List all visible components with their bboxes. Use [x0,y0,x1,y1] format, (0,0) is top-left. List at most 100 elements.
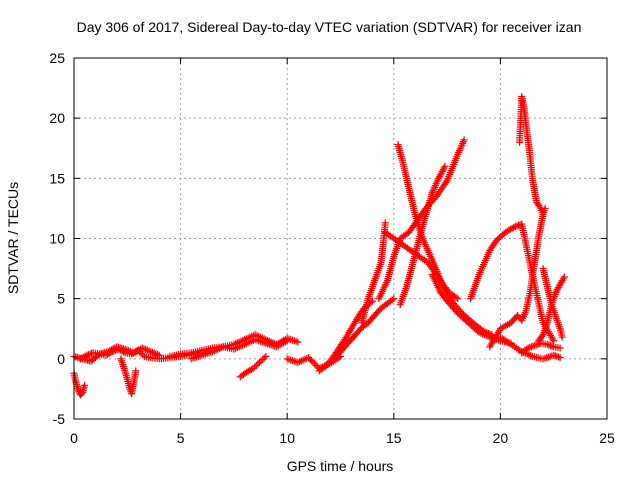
data-point [556,344,564,352]
data-point [440,164,448,172]
data-point [249,364,257,372]
y-tick-label: 10 [49,231,65,247]
data-point [532,341,540,349]
series-track-20 [516,93,549,218]
data-point [86,350,94,358]
data-point [123,346,131,354]
y-axis-label: SDTVAR / TECUs [5,182,21,294]
data-point [309,358,317,366]
data-point [150,349,158,357]
data-point [308,357,316,365]
data-point [553,352,561,360]
series-track-19 [496,333,564,363]
y-tick-label: 0 [57,351,65,367]
data-point [83,351,91,359]
data-point [154,351,162,359]
data-point [558,333,566,341]
data-point [495,234,503,242]
data-point [84,351,92,359]
data-point [492,237,500,245]
data-point [252,361,260,369]
data-point [529,342,537,350]
data-point [381,219,389,227]
data-point [554,353,562,361]
data-point [531,342,539,350]
data-point [534,340,542,348]
data-point [441,162,449,170]
data-point [524,344,532,352]
series-track-15 [396,162,449,309]
series-track-10 [332,295,398,360]
data-point [255,358,263,366]
data-point [460,136,468,144]
data-point [554,284,562,292]
x-tick-label: 20 [493,430,509,446]
data-point [81,381,89,389]
data-point [311,360,319,368]
data-point [147,348,155,356]
data-point [77,390,85,398]
data-marks [70,93,568,399]
x-tick-label: 0 [70,430,78,446]
data-point [551,352,559,360]
data-point [259,355,267,363]
series-track-08 [283,352,344,372]
data-point [550,337,558,345]
y-tick-label: -5 [53,411,66,427]
data-point [305,354,313,362]
data-point [543,340,551,348]
data-point [511,222,519,230]
data-point [510,223,518,231]
data-point [138,344,146,352]
data-point [554,285,562,293]
data-point [139,351,147,359]
x-tick-label: 25 [599,430,615,446]
data-point [143,346,151,354]
data-point [260,354,268,362]
data-point [527,343,535,351]
plot-frame [73,57,608,420]
data-point [388,296,396,304]
data-point [454,295,462,303]
data-point [148,348,156,356]
y-tick-label: 15 [49,170,65,186]
data-point [560,273,568,281]
data-point [132,367,140,375]
series-track-17 [467,220,558,345]
series-track-03 [70,343,163,365]
y-tick-label: 5 [57,291,65,307]
data-point [254,360,262,368]
data-point [312,361,320,369]
x-tick-label: 5 [177,430,185,446]
data-point [538,332,546,340]
data-point [536,203,544,211]
data-point [155,351,163,359]
data-point [548,342,556,350]
series-track-23 [518,339,564,357]
series-track-01 [70,369,89,399]
data-point [452,293,460,301]
data-point [94,351,102,359]
y-tick-label: 25 [49,50,65,66]
series-track-18 [486,210,547,351]
data-point [552,289,560,297]
data-point [526,343,534,351]
data-point [142,345,150,353]
x-tick-label: 10 [279,430,295,446]
data-point [257,357,265,365]
data-point [550,351,558,359]
y-tick-label: 20 [49,110,65,126]
data-point [452,308,460,316]
series-track-13 [394,141,496,339]
data-point [262,352,270,360]
x-axis-label: GPS time / hours [287,458,394,474]
data-point [515,221,523,229]
data-point [125,347,133,355]
data-point [251,363,259,371]
data-point [306,355,314,363]
x-tick-label: 15 [386,430,402,446]
series-track-16 [428,271,515,347]
